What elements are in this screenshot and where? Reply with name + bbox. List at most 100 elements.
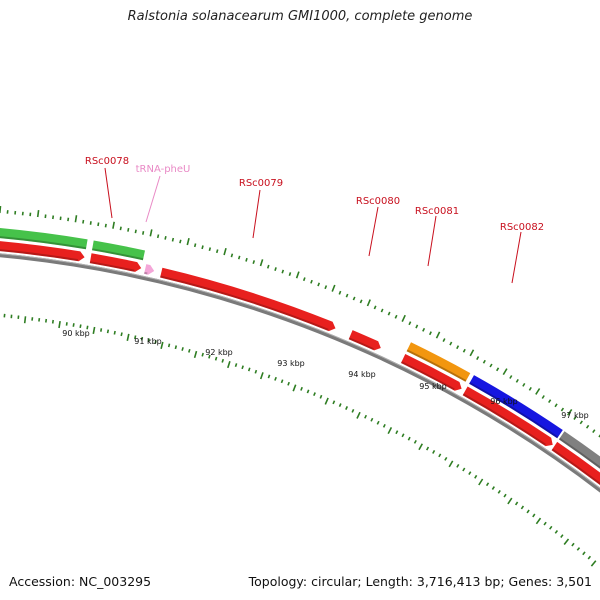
outer-tick (245, 257, 248, 262)
kbp-label: 97 kbp (561, 411, 589, 420)
inner-tick (444, 456, 448, 461)
outer-tick (435, 331, 441, 339)
grey-feature (558, 431, 600, 469)
outer-tick (380, 308, 384, 313)
inner-tick (526, 509, 530, 514)
callout-line (145, 175, 161, 223)
inner-tick (100, 328, 103, 332)
inner-tick (79, 324, 82, 329)
inner-tick (387, 427, 393, 435)
inner-tick (147, 338, 150, 343)
outer-tick (541, 395, 545, 399)
kbp-label: 96 kbp (490, 397, 518, 406)
outer-tick (442, 338, 446, 342)
outer-tick (223, 247, 227, 256)
inner-tick (503, 493, 507, 498)
inner-tick (582, 551, 586, 556)
outer-tick (112, 221, 115, 229)
outer-tick (215, 249, 219, 254)
outer-tick (345, 293, 349, 298)
outer-tick (317, 282, 321, 287)
genome-backbone (0, 253, 600, 493)
inner-tick (338, 403, 342, 408)
inner-tick (520, 505, 525, 510)
inner-tick (65, 322, 68, 326)
outer-tick (573, 416, 577, 420)
inner-tick (140, 336, 144, 341)
outer-tick (535, 388, 541, 395)
inner-tick (134, 335, 137, 340)
outer-tick (469, 349, 475, 357)
inner-tick (154, 340, 157, 344)
outer-tick (119, 226, 122, 231)
inner-tick (514, 501, 519, 506)
outer-tick (36, 209, 40, 218)
inner-tick (401, 433, 405, 438)
inner-tick (560, 534, 564, 538)
cds-arrow-next-shade (551, 448, 600, 486)
outer-tick (288, 272, 292, 276)
inner-tick (376, 420, 380, 425)
inner-tick (267, 374, 271, 379)
outer-tick (548, 399, 552, 404)
outer-tick (186, 238, 190, 246)
cds-arrow-rsc0082 (462, 386, 553, 447)
blue-feature-shade (469, 382, 559, 439)
outer-tick (274, 267, 277, 272)
inner-tick (413, 440, 417, 444)
inner-tick (370, 417, 374, 422)
inner-tick (491, 486, 495, 490)
inner-tick (313, 392, 316, 397)
inner-tick (418, 443, 424, 451)
callout-line (427, 215, 437, 267)
outer-tick (208, 247, 212, 252)
inner-tick (549, 525, 553, 530)
outer-tick (428, 331, 432, 336)
inner-tick (106, 329, 110, 334)
cds-arrow-rsc0078-upstream (0, 241, 85, 262)
cds-arrow-rsc0078-upstream-shade (0, 249, 78, 262)
outer-tick (171, 237, 175, 242)
outer-tick (142, 231, 145, 235)
inner-tick (51, 319, 54, 324)
outer-tick (89, 221, 92, 225)
cds-arrow-rsc0080-shade (348, 337, 374, 350)
inner-tick (345, 406, 349, 410)
feature-track (0, 228, 600, 486)
inner-tick (120, 332, 123, 337)
map-title: Ralstonia solanacearum GMI1000, complete… (127, 9, 473, 24)
inner-tick (38, 317, 41, 322)
orange-feature-shade (406, 349, 467, 382)
inner-tick (535, 517, 542, 525)
outer-tick (97, 222, 100, 227)
inner-tick (351, 408, 355, 413)
inner-tick (113, 330, 116, 335)
outer-tick (82, 219, 85, 224)
kbp-label: 90 kbp (62, 329, 90, 338)
outer-tick (449, 341, 453, 346)
inner-tick (571, 542, 575, 547)
inner-tick (193, 350, 198, 359)
inner-tick (259, 372, 264, 380)
inner-tick (247, 367, 251, 372)
orange-feature (406, 342, 471, 382)
inner-tick (92, 326, 96, 335)
inner-tick (160, 341, 164, 349)
outer-tick (401, 314, 406, 322)
inner-tick (23, 316, 27, 324)
gene-label: RSc0080 (356, 196, 400, 207)
inner-tick (306, 389, 310, 394)
callout-line (252, 189, 261, 239)
inner-tick (201, 352, 204, 357)
green-feature-1-shade (0, 236, 87, 250)
outer-tick (415, 324, 419, 329)
outer-tick (387, 311, 391, 316)
outer-tick (252, 260, 256, 264)
outer-tick (179, 239, 182, 244)
cds-arrow-rsc0082-shade (462, 393, 546, 446)
outer-tick (482, 359, 486, 364)
inner-tick (208, 354, 211, 359)
inner-tick-ring (3, 313, 597, 567)
inner-tick (364, 414, 368, 419)
inner-tick (254, 369, 258, 374)
